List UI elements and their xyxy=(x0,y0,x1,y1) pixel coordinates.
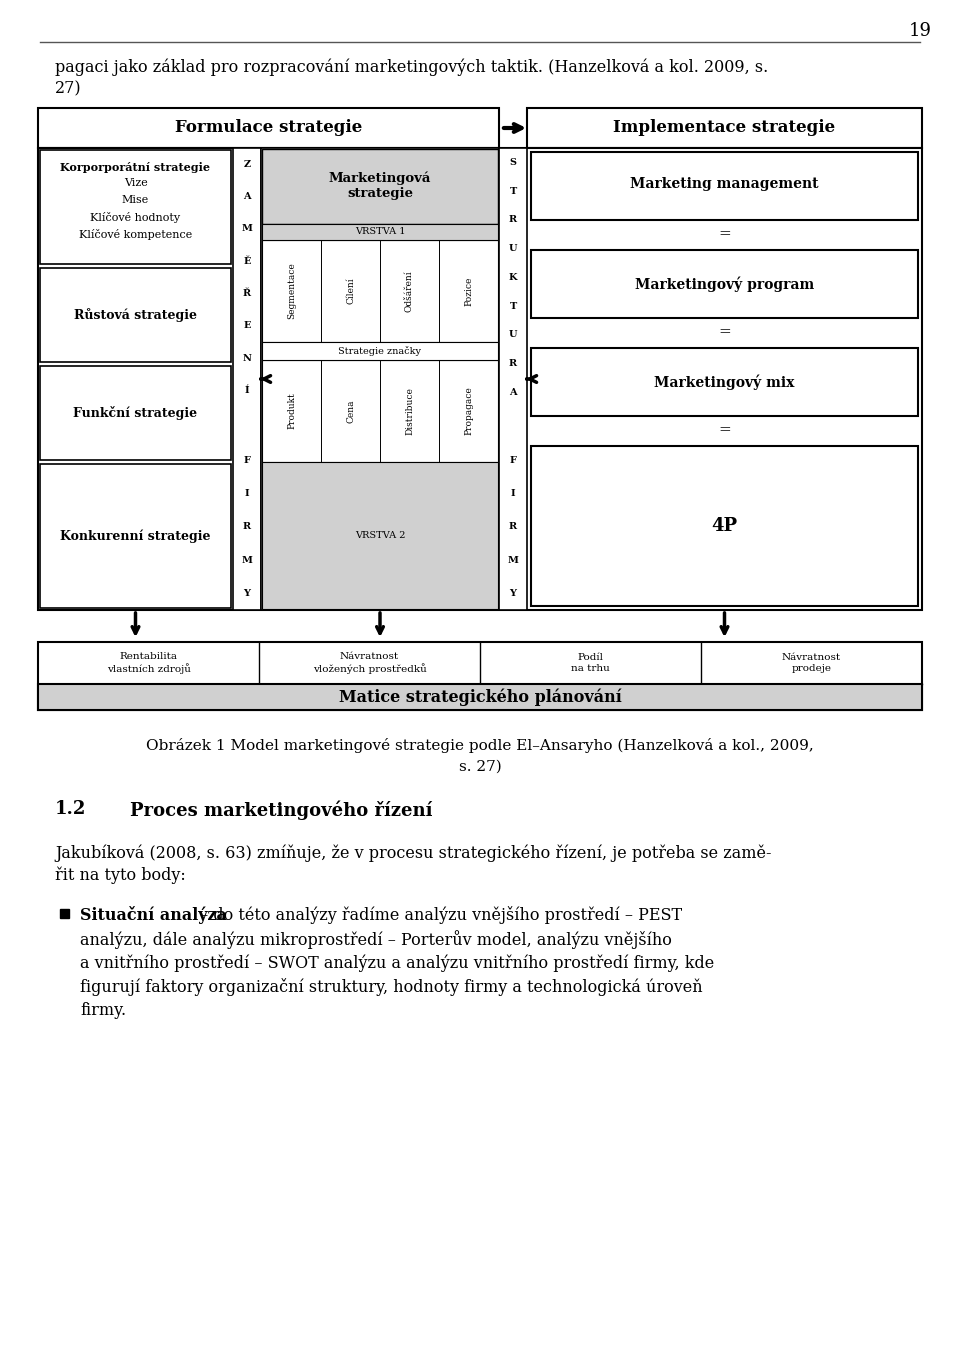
Bar xyxy=(531,152,918,219)
Text: Klíčové kompetence: Klíčové kompetence xyxy=(79,229,192,240)
Bar xyxy=(262,342,498,359)
Text: a vnitřního prostředí – SWOT analýzu a analýzu vnitřního prostředí firmy, kde: a vnitřního prostředí – SWOT analýzu a a… xyxy=(80,954,714,972)
Text: Segmentace: Segmentace xyxy=(287,262,296,319)
Text: Y: Y xyxy=(244,588,251,598)
Text: Odšáření: Odšáření xyxy=(405,271,414,312)
Text: R: R xyxy=(243,522,252,532)
Text: Rentabilita
vlastních zdrojů: Rentabilita vlastních zdrojů xyxy=(107,653,190,674)
Text: analýzu, dále analýzu mikroprostředí – Porterův model, analýzu vnějšího: analýzu, dále analýzu mikroprostředí – P… xyxy=(80,930,672,949)
Text: figurují faktory organizační struktury, hodnoty firmy a technologická úroveň: figurují faktory organizační struktury, … xyxy=(80,979,703,996)
Text: U: U xyxy=(509,244,517,253)
Text: Produkt: Produkt xyxy=(287,393,296,429)
Text: Jakubíková (2008, s. 63) zmíňuje, že v procesu strategického řízení, je potřeba : Jakubíková (2008, s. 63) zmíňuje, že v p… xyxy=(55,844,772,861)
Text: F: F xyxy=(244,456,251,464)
Text: =: = xyxy=(718,423,731,437)
Bar xyxy=(38,108,499,148)
Bar xyxy=(40,149,231,264)
Text: Návratnost
prodeje: Návratnost prodeje xyxy=(782,653,841,673)
Text: Vize: Vize xyxy=(124,178,148,188)
Text: R: R xyxy=(509,215,517,225)
Bar xyxy=(40,268,231,362)
Text: řit na tyto body:: řit na tyto body: xyxy=(55,865,185,883)
Text: Distribuce: Distribuce xyxy=(405,388,414,435)
Text: 1.2: 1.2 xyxy=(55,800,86,818)
Text: Korporporátní strategie: Korporporátní strategie xyxy=(60,162,210,174)
Bar xyxy=(531,250,918,318)
Text: Y: Y xyxy=(510,588,516,598)
Bar xyxy=(233,148,261,610)
Text: R: R xyxy=(509,359,517,367)
Text: 27): 27) xyxy=(55,79,82,97)
Text: 4P: 4P xyxy=(711,517,737,534)
Text: Klíčové hodnoty: Klíčové hodnoty xyxy=(90,213,180,223)
Text: R: R xyxy=(509,522,517,532)
Bar xyxy=(262,359,498,462)
Text: Marketingový mix: Marketingový mix xyxy=(655,374,795,390)
Bar xyxy=(499,148,527,610)
Text: VRSTVA 2: VRSTVA 2 xyxy=(355,532,405,540)
Text: A: A xyxy=(243,192,251,201)
Bar xyxy=(531,349,918,416)
Text: 19: 19 xyxy=(908,22,931,40)
Text: VRSTVA 1: VRSTVA 1 xyxy=(355,227,405,237)
Bar xyxy=(262,462,498,608)
Text: I: I xyxy=(245,489,250,498)
Text: Implementace strategie: Implementace strategie xyxy=(613,120,835,136)
Text: Cena: Cena xyxy=(346,400,355,423)
Bar xyxy=(40,464,231,608)
Text: Marketingový program: Marketingový program xyxy=(635,276,814,292)
Text: Formulace strategie: Formulace strategie xyxy=(175,120,362,136)
Bar xyxy=(262,240,498,342)
Bar xyxy=(60,909,69,918)
Text: E: E xyxy=(243,322,251,330)
Text: Návratnost
vložených prostředků: Návratnost vložených prostředků xyxy=(313,653,426,674)
Text: I: I xyxy=(511,489,516,498)
Text: Ř: Ř xyxy=(243,289,252,297)
Text: M: M xyxy=(242,225,252,233)
Bar xyxy=(38,148,922,610)
Text: N: N xyxy=(243,354,252,362)
Text: Konkurenní strategie: Konkurenní strategie xyxy=(60,529,211,542)
Bar xyxy=(262,149,498,223)
Text: – do této analýzy řadíme analýzu vnějšího prostředí – PEST: – do této analýzy řadíme analýzu vnějšíh… xyxy=(195,906,683,923)
Text: Í: Í xyxy=(245,386,250,394)
Text: Strategie značky: Strategie značky xyxy=(339,346,421,355)
Bar xyxy=(531,446,918,606)
Text: T: T xyxy=(510,302,516,311)
Text: Růstová strategie: Růstová strategie xyxy=(74,308,197,322)
Text: M: M xyxy=(242,556,252,564)
Bar xyxy=(38,642,922,709)
Text: Marketingová
strategie: Marketingová strategie xyxy=(329,171,431,199)
Text: Cílení: Cílení xyxy=(346,277,355,304)
Bar xyxy=(262,223,498,240)
Text: A: A xyxy=(509,388,516,397)
Text: M: M xyxy=(508,556,518,564)
Text: Marketing management: Marketing management xyxy=(631,178,819,191)
Text: S: S xyxy=(510,157,516,167)
Text: Pozice: Pozice xyxy=(464,276,473,306)
Text: T: T xyxy=(510,187,516,195)
Text: Matice strategického plánování: Matice strategického plánování xyxy=(339,688,621,705)
Bar xyxy=(40,366,231,460)
Text: K: K xyxy=(509,273,517,281)
Text: Propagace: Propagace xyxy=(464,386,473,435)
Text: Mise: Mise xyxy=(122,195,149,205)
Text: Ě: Ě xyxy=(243,257,251,265)
Text: U: U xyxy=(509,330,517,339)
Text: Situační analýza: Situační analýza xyxy=(80,906,227,923)
Text: =: = xyxy=(718,324,731,339)
Text: pagaci jako základ pro rozpracování marketingových taktik. (Hanzelková a kol. 20: pagaci jako základ pro rozpracování mark… xyxy=(55,58,768,75)
Text: s. 27): s. 27) xyxy=(459,760,501,774)
Text: =: = xyxy=(718,227,731,241)
Text: Proces marketingového řízení: Proces marketingového řízení xyxy=(130,800,433,820)
Text: Z: Z xyxy=(244,160,251,168)
Text: Podíl
na trhu: Podíl na trhu xyxy=(571,653,610,673)
Bar xyxy=(261,148,499,610)
Text: firmy.: firmy. xyxy=(80,1001,126,1019)
Text: Obrázek 1 Model marketingové strategie podle El–Ansaryho (Hanzelková a kol., 200: Obrázek 1 Model marketingové strategie p… xyxy=(146,738,814,752)
Text: Funkční strategie: Funkční strategie xyxy=(73,406,198,420)
Bar xyxy=(38,684,922,709)
Bar xyxy=(527,108,922,148)
Text: F: F xyxy=(510,456,516,464)
